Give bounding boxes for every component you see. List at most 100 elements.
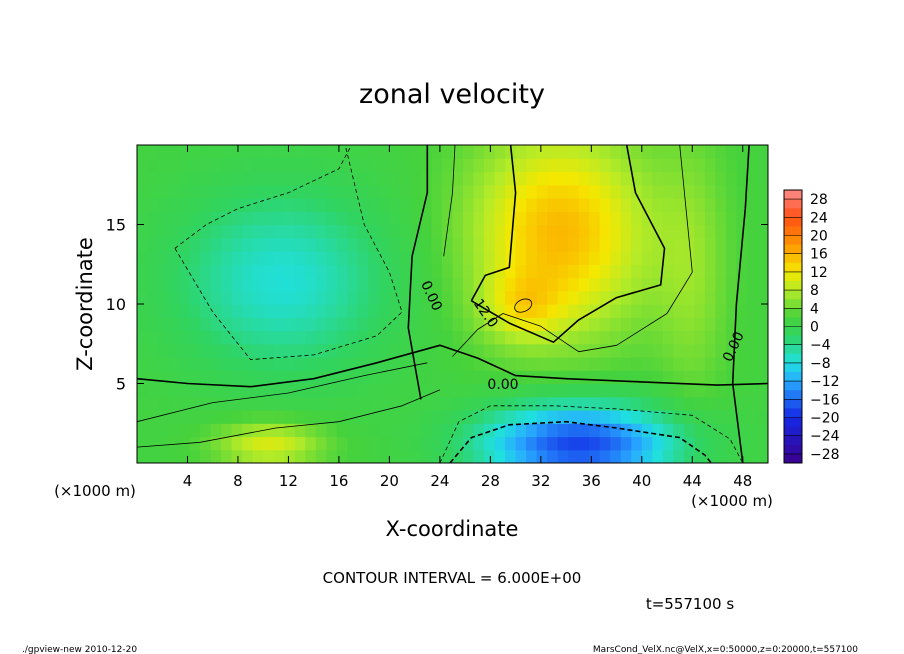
- field-cell: [641, 251, 653, 265]
- field-cell: [420, 237, 433, 252]
- field-cell: [210, 330, 222, 345]
- colorbar-swatch: [784, 190, 802, 200]
- field-cell: [746, 251, 759, 265]
- field-cell: [378, 317, 390, 332]
- field-cell: [200, 145, 212, 159]
- field-cell: [357, 370, 369, 385]
- field-cell: [231, 277, 243, 292]
- field-cell: [631, 211, 643, 226]
- field-cell: [736, 383, 748, 398]
- field-cell: [399, 251, 412, 265]
- field-cell: [557, 357, 569, 371]
- field-cell: [494, 145, 506, 159]
- field-cell: [378, 304, 390, 318]
- field-cell: [641, 436, 653, 451]
- field-cell: [547, 423, 559, 438]
- field-cell: [704, 211, 717, 226]
- field-cell: [484, 449, 496, 463]
- field-cell: [463, 224, 475, 239]
- field-cell: [620, 237, 632, 252]
- field-cell: [158, 396, 170, 411]
- field-cell: [399, 171, 412, 186]
- field-cell: [420, 357, 433, 371]
- field-cell: [557, 304, 569, 318]
- field-cell: [557, 158, 569, 173]
- field-cell: [620, 277, 632, 292]
- field-cell: [179, 423, 191, 438]
- field-cell: [263, 277, 275, 292]
- field-cell: [242, 251, 254, 265]
- field-cell: [463, 436, 475, 451]
- field-cell: [641, 304, 653, 318]
- field-cell: [568, 449, 580, 463]
- field-cell: [294, 277, 306, 292]
- field-cell: [263, 224, 275, 239]
- field-cell: [336, 145, 348, 159]
- field-cell: [589, 343, 601, 358]
- field-cell: [652, 198, 664, 212]
- field-cell: [599, 211, 611, 226]
- field-cell: [441, 383, 454, 398]
- field-cell: [336, 211, 348, 226]
- field-cell: [641, 449, 653, 463]
- field-cell: [221, 317, 233, 332]
- field-cell: [505, 423, 517, 438]
- field-cell: [610, 317, 622, 332]
- field-cell: [683, 343, 695, 358]
- field-cell: [357, 396, 369, 411]
- field-cell: [557, 383, 569, 398]
- field-cell: [231, 304, 243, 318]
- field-cell: [263, 290, 275, 305]
- field-cell: [673, 198, 685, 212]
- field-cell: [505, 184, 517, 199]
- field-cell: [578, 224, 590, 239]
- field-cell: [536, 396, 548, 411]
- field-cell: [137, 264, 149, 279]
- field-cell: [683, 330, 695, 345]
- x-tick-label: 8: [233, 472, 243, 490]
- field-cell: [189, 436, 201, 451]
- field-cell: [200, 198, 212, 212]
- field-cell: [221, 251, 233, 265]
- field-cell: [347, 290, 359, 305]
- field-cell: [210, 277, 222, 292]
- field-cell: [715, 330, 727, 345]
- field-cell: [673, 264, 685, 279]
- field-cell: [620, 184, 632, 199]
- field-cell: [305, 237, 317, 252]
- field-cell: [757, 171, 768, 186]
- field-cell: [505, 410, 517, 424]
- field-cell: [200, 317, 212, 332]
- field-cell: [505, 449, 517, 463]
- field-cell: [526, 198, 538, 212]
- field-cell: [589, 264, 601, 279]
- field-cell: [441, 198, 454, 212]
- field-cell: [284, 211, 296, 226]
- field-cell: [357, 237, 369, 252]
- field-cell: [673, 357, 685, 371]
- field-cell: [463, 357, 475, 371]
- field-cell: [294, 198, 306, 212]
- field-cell: [757, 317, 768, 332]
- field-cell: [263, 436, 275, 451]
- field-cell: [452, 423, 464, 438]
- field-cell: [652, 145, 664, 159]
- field-cell: [494, 317, 506, 332]
- field-cell: [452, 304, 464, 318]
- field-cell: [420, 290, 433, 305]
- field-cell: [536, 145, 548, 159]
- field-cell: [273, 277, 285, 292]
- field-cell: [557, 237, 569, 252]
- colorbar-tick-label: 4: [810, 301, 819, 317]
- field-cell: [431, 357, 443, 371]
- colorbar-swatch: [784, 208, 802, 218]
- field-cell: [431, 330, 443, 345]
- field-cell: [263, 184, 275, 199]
- colorbar-swatch: [784, 408, 802, 418]
- field-cell: [547, 171, 559, 186]
- field-cell: [683, 277, 695, 292]
- field-cell: [578, 436, 590, 451]
- field-cell: [526, 158, 538, 173]
- field-cell: [505, 158, 517, 173]
- field-cell: [610, 224, 622, 239]
